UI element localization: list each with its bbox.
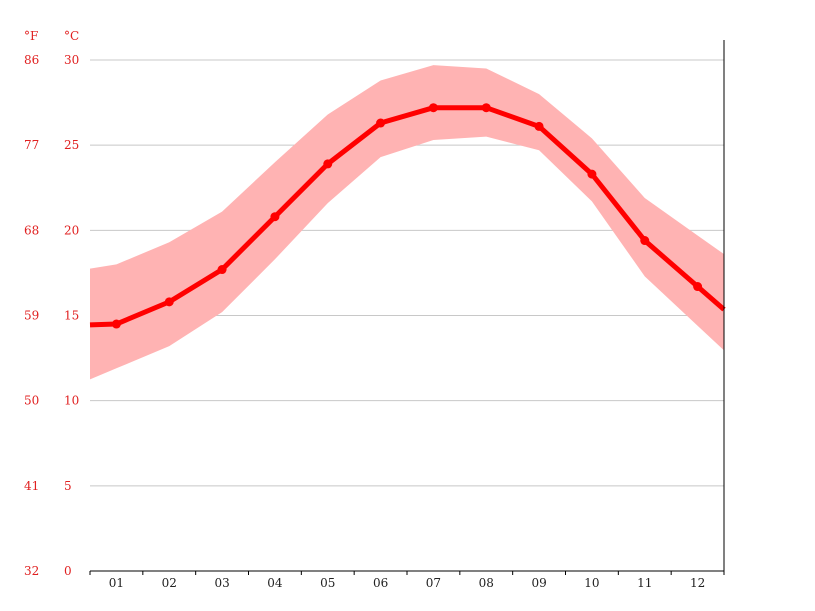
data-point	[534, 121, 544, 131]
data-point	[376, 118, 386, 128]
y-tick-label-celsius: 15	[64, 309, 79, 323]
data-point	[270, 212, 280, 222]
data-point	[428, 103, 438, 113]
data-point	[481, 103, 491, 113]
y-tick-label-celsius: 30	[64, 53, 79, 67]
temperature-range-band-layer	[90, 65, 724, 380]
x-tick-label: 05	[320, 576, 335, 590]
x-tick-label: 12	[690, 576, 705, 590]
y-tick-label-celsius: 0	[64, 564, 72, 578]
y-tick-label-fahrenheit: 68	[24, 223, 39, 237]
y-tick-label-celsius: 5	[64, 479, 72, 493]
data-point	[640, 236, 650, 246]
y-tick-label-fahrenheit: 59	[24, 309, 39, 323]
x-tick-label: 10	[584, 576, 599, 590]
x-tick-label: 09	[531, 576, 546, 590]
x-tick-label: 03	[214, 576, 229, 590]
data-point	[693, 282, 703, 292]
data-point	[111, 319, 121, 329]
y-tick-label-fahrenheit: 77	[24, 138, 39, 152]
axis-labels: °F °C 0 32 5 41 10 50 15 59 20 68 25 77 30 86 01 02 03 04…	[24, 29, 705, 590]
y-tick-label-celsius: 25	[64, 138, 79, 152]
x-tick-label: 08	[479, 576, 494, 590]
fahrenheit-unit-label: °F	[24, 29, 38, 43]
data-point	[323, 159, 333, 169]
temperature-range-band	[90, 65, 724, 380]
mean-temperature-line	[89, 105, 726, 328]
x-tick-label: 11	[637, 576, 652, 590]
x-tick-label: 01	[109, 576, 124, 590]
x-tick-label: 06	[373, 576, 388, 590]
x-tick-label: 07	[426, 576, 441, 590]
x-tick-label: 04	[267, 576, 283, 590]
y-tick-label-fahrenheit: 41	[24, 479, 39, 493]
temperature-line-layer	[89, 103, 726, 329]
y-tick-label-fahrenheit: 32	[24, 564, 39, 578]
y-tick-label-celsius: 10	[64, 394, 79, 408]
data-point	[164, 297, 174, 307]
y-tick-label-fahrenheit: 86	[24, 53, 39, 67]
data-point	[587, 169, 597, 179]
axes	[89, 40, 725, 575]
data-point	[217, 265, 227, 275]
y-tick-label-fahrenheit: 50	[24, 394, 39, 408]
celsius-unit-label: °C	[64, 29, 79, 43]
x-tick-label: 02	[162, 576, 177, 590]
y-tick-label-celsius: 20	[64, 223, 79, 237]
